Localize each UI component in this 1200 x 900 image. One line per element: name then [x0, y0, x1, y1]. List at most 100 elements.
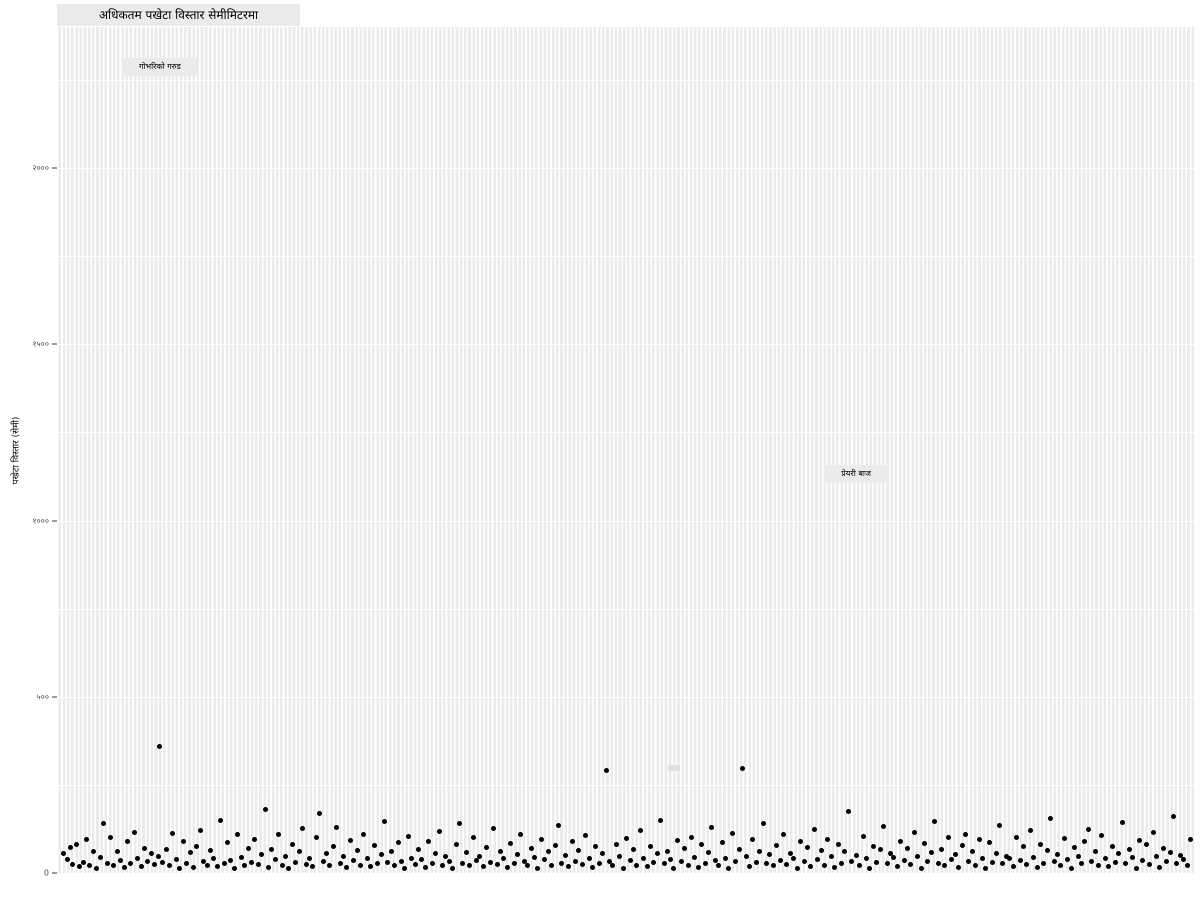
- scatter-point: [470, 835, 476, 841]
- scatter-point: [945, 835, 951, 841]
- scatter-point: [627, 857, 633, 863]
- scatter-point: [1188, 836, 1194, 842]
- scatter-point: [716, 862, 722, 868]
- scatter-point: [1082, 839, 1088, 845]
- scatter-point: [648, 843, 653, 849]
- scatter-point: [1031, 854, 1037, 860]
- scatter-point: [1089, 858, 1095, 864]
- scatter-point: [566, 864, 572, 870]
- scatter-point: [1061, 835, 1067, 841]
- scatter-point: [296, 849, 302, 855]
- scatter-point: [443, 854, 449, 860]
- scatter-point: [804, 845, 810, 851]
- scatter-point: [402, 865, 408, 871]
- y-axis-tick-label: ५००: [36, 692, 49, 702]
- scatter-point: [596, 860, 602, 866]
- scatter-point: [658, 817, 664, 823]
- scatter-point: [511, 860, 517, 866]
- scatter-point: [204, 862, 210, 868]
- scatter-point: [1102, 856, 1108, 862]
- scatter-point: [811, 827, 817, 833]
- scatter-point: [891, 854, 897, 860]
- y-axis-tick: ५००: [37, 691, 57, 702]
- scatter-point: [375, 861, 381, 867]
- scatter-point: [634, 862, 640, 868]
- gridline-horizontal: [57, 608, 1194, 610]
- scatter-point: [494, 862, 500, 868]
- scatter-point: [497, 848, 503, 854]
- scatter-point: [395, 840, 401, 846]
- scatter-point: [894, 864, 900, 870]
- scatter-point: [1072, 845, 1078, 851]
- y-axis-tick-label: १०००: [32, 516, 49, 525]
- scatter-point: [173, 857, 179, 863]
- scatter-point: [641, 855, 647, 861]
- scatter-point: [242, 863, 248, 869]
- scatter-point: [821, 862, 827, 868]
- gridline-horizontal: [57, 256, 1194, 258]
- scatter-point: [358, 862, 364, 868]
- scatter-point: [949, 857, 955, 863]
- scatter-point: [467, 863, 473, 869]
- scatter-point: [300, 826, 306, 832]
- scatter-point: [798, 839, 804, 845]
- scatter-point: [317, 810, 323, 816]
- scatter-point: [1106, 864, 1112, 870]
- scatter-point: [1160, 845, 1166, 851]
- scatter-point: [613, 841, 619, 847]
- y-axis-title-label: पखेटा विस्तार (सेमी): [11, 416, 22, 484]
- scatter-point: [207, 847, 213, 853]
- scatter-point: [1048, 815, 1054, 821]
- scatter-point: [1051, 859, 1057, 865]
- scatter-point: [521, 858, 527, 864]
- scatter-point: [111, 863, 117, 869]
- scatter-point: [107, 835, 113, 841]
- scatter-point: [925, 859, 931, 865]
- scatter-point: [1167, 850, 1173, 856]
- scatter-point: [997, 822, 1003, 828]
- scatter-points-layer: [57, 27, 1194, 873]
- scatter-point: [774, 843, 780, 848]
- scatter-point: [351, 857, 357, 863]
- scatter-point: [976, 837, 982, 843]
- y-axis-title: पखेटा विस्तार (सेमी): [0, 0, 30, 900]
- scatter-point: [542, 857, 548, 863]
- scatter-point: [781, 832, 787, 838]
- scatter-point: [439, 862, 445, 868]
- scatter-point: [433, 851, 439, 857]
- scatter-point: [197, 828, 203, 834]
- scatter-point: [118, 858, 124, 864]
- scatter-point: [1078, 861, 1084, 867]
- scatter-point: [1065, 857, 1071, 863]
- scatter-point: [1174, 861, 1180, 867]
- point-annotation-label: [667, 765, 680, 772]
- scatter-point: [922, 840, 928, 846]
- scatter-point: [665, 849, 671, 855]
- scatter-point: [966, 858, 972, 864]
- scatter-point: [313, 835, 319, 841]
- scatter-point: [1150, 830, 1156, 836]
- scatter-point: [477, 853, 483, 859]
- scatter-point: [388, 849, 394, 855]
- scatter-point: [535, 865, 541, 871]
- scatter-point: [259, 852, 265, 858]
- scatter-point: [265, 864, 271, 870]
- scatter-point: [898, 838, 904, 844]
- scatter-point: [630, 847, 636, 853]
- scatter-point: [456, 821, 462, 827]
- scatter-point: [1157, 864, 1163, 870]
- scatter-point: [1184, 863, 1190, 869]
- y-axis-tick-label: 0: [43, 868, 49, 878]
- scatter-point: [726, 866, 732, 872]
- scatter-point: [990, 859, 996, 865]
- scatter-point: [1010, 864, 1016, 870]
- scatter-point: [1003, 853, 1009, 859]
- scatter-point: [828, 854, 834, 860]
- scatter-point: [939, 847, 945, 853]
- scatter-point: [750, 837, 756, 843]
- scatter-point: [678, 859, 684, 865]
- scatter-point: [148, 851, 154, 857]
- scatter-point: [77, 864, 83, 870]
- scatter-point: [84, 837, 90, 842]
- scatter-point: [881, 823, 887, 829]
